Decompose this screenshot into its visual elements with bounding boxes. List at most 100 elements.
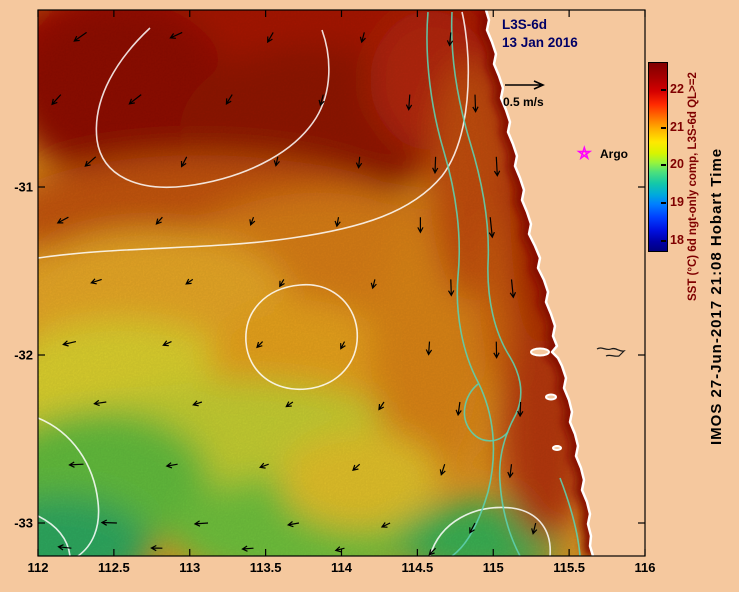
argo-marker-icon [576,145,593,161]
argo-label: Argo [600,147,628,161]
islands [530,347,562,451]
land-area [486,10,645,556]
vector-arrow [128,94,142,105]
vector-arrow [318,94,325,107]
vector-arrow [185,278,194,285]
y-tick-label: -32 [14,348,33,363]
reference-arrow-icon [505,80,545,90]
vector-arrow [90,278,102,285]
vector-arrow [447,279,455,297]
x-tick-label: 116 [635,560,656,575]
vector-arrow [93,399,107,407]
sst-contour-white [245,283,358,391]
x-tick-label: 113.5 [250,560,282,575]
x-tick-label: 114 [331,560,353,575]
colorbar-tick-label: 19 [670,195,684,209]
vector-arrow [417,217,424,234]
vector-arrow [340,341,346,350]
vector-arrow [370,279,377,290]
x-tick-label: 112.5 [98,560,130,575]
vector-arrow [472,94,479,113]
vector-arrow [68,461,84,468]
vector-arrow [355,156,363,169]
x-tick-label: 112 [28,560,49,575]
vector-arrow [155,216,163,225]
vector-arrow [285,401,294,408]
vector-arrow [286,521,300,528]
y-tick-label: -33 [14,516,33,531]
reference-vector-label: 0.5 m/s [503,95,544,109]
vector-arrow [56,216,69,224]
vector-arrow [180,156,188,168]
vector-arrow [150,544,163,552]
vector-arrow [405,94,413,111]
colorbar-tick-label: 22 [670,82,684,97]
sst-contour-white [38,515,71,556]
vector-arrow [455,401,462,417]
shelf-contour-cyan [450,11,522,556]
vector-arrow [352,463,361,472]
product-label: L3S-6d [502,17,547,32]
vector-arrow [517,401,524,418]
vector-arrow [359,32,366,44]
vector-arrow [100,519,117,526]
vector-arrow [446,32,454,47]
vector-arrow [428,547,437,556]
colorbar-tick-label: 21 [670,119,684,134]
vector-arrow [425,341,433,356]
vector-arrow [378,401,385,411]
vector-arrow [249,216,256,226]
vector-arrow [267,32,274,44]
axis-tick-labels: 112 112.5 113 113.5 114 114.5 115 115.5 116 -31 -3… [14,180,655,576]
vector-arrow [493,156,501,177]
axis-ticks [37,10,646,556]
vector-arrow [165,462,178,469]
date-label: 13 Jan 2016 [502,35,578,50]
shelf-contours-cyan [426,11,581,556]
shelf-contour-cyan [463,383,509,442]
vector-arrow [279,279,285,288]
vector-arrow [432,156,439,175]
vector-arrow [334,546,345,553]
vector-arrow [51,94,62,106]
ocean-area [38,10,593,556]
vector-arrow [469,522,476,534]
colorbar-tick-mark [661,89,666,92]
colorbar-tick-mark [661,202,666,204]
vector-arrow [273,156,280,167]
x-tick-label: 113 [179,560,200,575]
colorbar [648,62,668,252]
credit-text: IMOS 27-Jun-2017 21:08 Hobart Time [708,147,725,445]
colorbar-title: SST (°C) 6d ngt-only comp, L3S-6d QL>=2 [687,72,699,301]
colorbar-tick-mark [661,164,666,167]
colorbar-tick-label: 20 [670,157,684,172]
vector-arrow [439,464,446,476]
river [596,347,626,357]
vector-arrow [488,217,495,239]
x-tick-label: 115 [483,560,504,575]
vector-arrow [193,520,209,527]
vector-arrow [84,156,97,167]
vector-arrow [259,462,269,469]
x-tick-label: 114.5 [401,560,433,575]
colorbar-tick-label: 18 [670,232,684,247]
vector-arrow [509,279,517,299]
sst-contour-white [38,417,100,556]
vector-arrow [507,464,514,479]
vector-arrow [73,31,87,42]
vector-arrow [256,341,264,349]
vector-arrow [380,522,391,528]
vector-arrow [241,545,254,552]
colorbar-tick-mark [661,239,666,242]
shelf-contour-cyan [426,11,495,556]
vector-arrow [62,340,77,347]
current-vectors [51,31,538,556]
sst-contour-white [429,506,551,556]
island [530,347,550,357]
colorbar-tick-mark [661,126,666,129]
island [545,393,557,401]
y-tick-label: -31 [14,180,33,195]
sst-contour-white [38,11,470,259]
